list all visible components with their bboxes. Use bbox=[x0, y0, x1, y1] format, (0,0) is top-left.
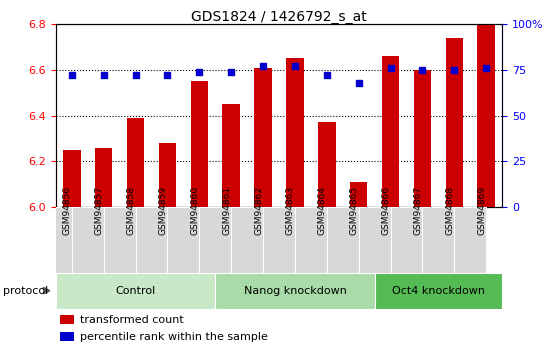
Bar bbox=[136, 207, 167, 273]
Bar bbox=[60, 332, 74, 342]
Bar bbox=[223, 104, 240, 207]
Bar bbox=[167, 207, 199, 273]
Bar bbox=[263, 207, 295, 273]
Bar bbox=[374, 273, 502, 309]
Bar bbox=[382, 56, 400, 207]
Text: GDS1824 / 1426792_s_at: GDS1824 / 1426792_s_at bbox=[191, 10, 367, 24]
Bar bbox=[422, 207, 454, 273]
Bar bbox=[350, 182, 368, 207]
Text: Nanog knockdown: Nanog knockdown bbox=[243, 286, 347, 296]
Text: GSM94862: GSM94862 bbox=[254, 186, 263, 235]
Text: GSM94866: GSM94866 bbox=[382, 186, 391, 235]
Bar bbox=[231, 207, 263, 273]
Text: GSM94868: GSM94868 bbox=[445, 186, 454, 235]
Bar bbox=[56, 273, 215, 309]
Bar bbox=[359, 207, 391, 273]
Bar bbox=[454, 207, 486, 273]
Bar bbox=[199, 207, 231, 273]
Text: GSM94857: GSM94857 bbox=[95, 186, 104, 235]
Text: GSM94869: GSM94869 bbox=[477, 186, 486, 235]
Text: GSM94867: GSM94867 bbox=[413, 186, 422, 235]
Bar bbox=[95, 148, 112, 207]
Bar bbox=[254, 68, 272, 207]
Text: GSM94864: GSM94864 bbox=[318, 186, 327, 235]
Text: GSM94861: GSM94861 bbox=[222, 186, 231, 235]
Bar bbox=[413, 70, 431, 207]
Text: GSM94859: GSM94859 bbox=[158, 186, 167, 235]
Text: GSM94863: GSM94863 bbox=[286, 186, 295, 235]
Text: percentile rank within the sample: percentile rank within the sample bbox=[80, 332, 268, 342]
Bar bbox=[72, 207, 104, 273]
Text: protocol: protocol bbox=[3, 286, 48, 296]
Bar bbox=[158, 143, 176, 207]
Bar bbox=[127, 118, 145, 207]
Bar bbox=[104, 207, 136, 273]
Bar bbox=[40, 207, 72, 273]
Bar bbox=[446, 38, 463, 207]
Bar bbox=[215, 273, 374, 309]
Bar bbox=[318, 122, 335, 207]
Bar bbox=[60, 315, 74, 324]
Bar bbox=[478, 24, 495, 207]
Text: GSM94865: GSM94865 bbox=[350, 186, 359, 235]
Bar bbox=[286, 58, 304, 207]
Bar bbox=[391, 207, 422, 273]
Text: Oct4 knockdown: Oct4 knockdown bbox=[392, 286, 485, 296]
Bar bbox=[63, 150, 80, 207]
Text: Control: Control bbox=[116, 286, 156, 296]
Text: transformed count: transformed count bbox=[80, 315, 184, 325]
Bar bbox=[295, 207, 327, 273]
Text: GSM94858: GSM94858 bbox=[127, 186, 136, 235]
Text: GSM94860: GSM94860 bbox=[190, 186, 199, 235]
Bar bbox=[190, 81, 208, 207]
Text: GSM94856: GSM94856 bbox=[62, 186, 72, 235]
Bar bbox=[327, 207, 359, 273]
